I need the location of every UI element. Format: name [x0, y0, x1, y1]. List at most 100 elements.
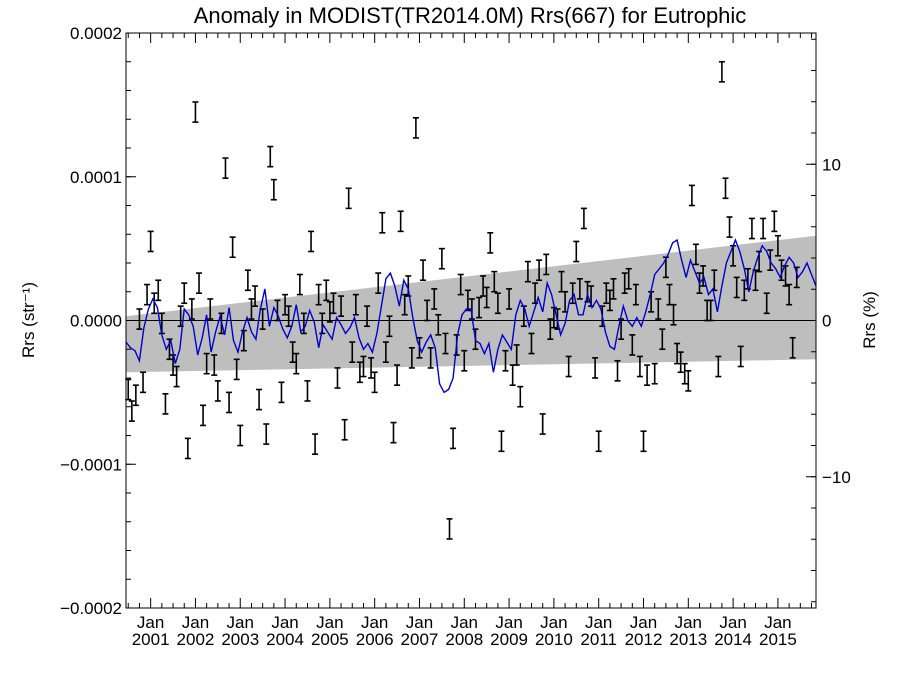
x-tick-year-label: 2004	[266, 630, 304, 649]
errorbar-point	[401, 293, 408, 316]
errorbar-point	[312, 433, 319, 455]
errorbar-point	[659, 328, 666, 351]
errorbar-point	[155, 279, 162, 302]
confidence-band-layer	[126, 235, 816, 373]
errorbar-point	[375, 272, 382, 294]
errorbar-point	[681, 362, 688, 385]
errorbar-point	[677, 351, 684, 374]
errorbar-point	[476, 296, 483, 319]
x-tick-year-label: 2005	[311, 630, 349, 649]
errorbar-point	[229, 236, 236, 259]
x-tick-month-label: Jan	[719, 613, 746, 632]
errorbar-point	[786, 283, 793, 306]
errorbar-point	[397, 210, 404, 233]
errorbar-point	[379, 211, 386, 234]
errorbar-point	[308, 230, 315, 253]
errorbar-point	[412, 117, 419, 139]
errorbar-point	[632, 283, 639, 306]
errorbar-point	[782, 265, 789, 287]
errorbar-point	[480, 275, 487, 297]
chart-title: Anomaly in MODIST(TR2014.0M) Rrs(667) fo…	[194, 3, 747, 28]
errorbar-point	[334, 367, 341, 389]
errorbar-point	[509, 364, 516, 386]
y-axis-label-left: Rrs (str⁻¹)	[19, 282, 38, 358]
errorbar-point	[536, 259, 543, 282]
x-tick-year-label: 2012	[625, 630, 663, 649]
errorbar-point	[203, 352, 210, 375]
x-tick-month-label: Jan	[361, 613, 388, 632]
y-axis-right: 10 0 −10	[806, 38, 851, 603]
y-right-tick-label: 0	[822, 312, 831, 331]
errorbar-point	[200, 404, 207, 427]
errorbar-point	[252, 285, 259, 307]
errorbar-point	[181, 282, 188, 305]
errorbar-point	[592, 357, 599, 379]
errorbar-point	[237, 424, 244, 447]
x-tick-month-label: Jan	[630, 613, 657, 632]
x-tick-year-label: 2011	[580, 630, 617, 649]
errorbar-point	[162, 393, 169, 415]
x-tick-year-label: 2014	[714, 630, 752, 649]
errorbar-point	[573, 240, 580, 263]
x-tick-month-label: Jan	[316, 613, 343, 632]
errorbar-point	[382, 341, 389, 363]
errorbar-point	[293, 352, 300, 375]
errorbar-point	[196, 272, 203, 294]
errorbar-point	[360, 355, 367, 378]
errorbar-point	[595, 430, 602, 453]
x-tick-month-label: Jan	[182, 613, 209, 632]
errorbar-point	[270, 178, 277, 201]
errorbar-point	[371, 371, 378, 394]
errorbar-layer	[125, 60, 800, 540]
errorbar-point	[364, 305, 371, 328]
x-tick-month-label: Jan	[675, 613, 702, 632]
errorbar-point	[420, 259, 427, 282]
x-tick-month-label: Jan	[764, 613, 791, 632]
errorbar-point	[173, 365, 180, 388]
x-tick-year-label: 2006	[356, 630, 394, 649]
errorbar-point	[424, 299, 431, 322]
errorbar-point	[483, 286, 490, 309]
x-tick-month-label: Jan	[585, 613, 612, 632]
y-tick-label: −0.0001	[60, 455, 122, 474]
errorbar-point	[461, 349, 468, 372]
errorbar-point	[394, 364, 401, 386]
x-tick-month-label: Jan	[406, 613, 433, 632]
errorbar-point	[450, 427, 457, 450]
errorbar-point	[128, 400, 135, 422]
errorbar-point	[438, 247, 445, 270]
x-tick-month-label: Jan	[495, 613, 522, 632]
errorbar-point	[356, 361, 363, 384]
errorbar-point	[580, 207, 587, 230]
errorbar-point	[326, 301, 333, 323]
x-tick-month-label: Jan	[540, 613, 567, 632]
errorbar-point	[718, 60, 725, 83]
errorbar-point	[763, 292, 770, 315]
errorbar-point	[737, 345, 744, 368]
errorbar-point	[263, 423, 270, 445]
y-tick-label: −0.0002	[60, 599, 122, 618]
x-tick-year-label: 2015	[759, 630, 797, 649]
errorbar-point	[715, 355, 722, 378]
x-tick-year-label: 2013	[669, 630, 707, 649]
errorbar-point	[408, 347, 415, 369]
errorbar-point	[151, 292, 158, 315]
errorbar-point	[685, 370, 692, 392]
errorbar-point	[774, 234, 781, 257]
errorbar-point	[278, 381, 285, 404]
errorbar-point	[330, 292, 337, 315]
errorbar-point	[341, 418, 348, 441]
running-mean-line	[125, 238, 817, 394]
errorbar-point	[300, 312, 307, 335]
errorbar-point	[644, 364, 651, 386]
errorbar-point	[506, 288, 513, 310]
x-tick-year-label: 2002	[177, 630, 215, 649]
errorbar-point	[651, 362, 658, 385]
x-tick-month-label: Jan	[451, 613, 478, 632]
errorbar-point	[610, 278, 617, 300]
x-tick-year-label: 2010	[535, 630, 573, 649]
errorbar-point	[390, 421, 397, 444]
errorbar-point	[386, 315, 393, 338]
errorbar-point	[132, 384, 139, 407]
errorbar-point	[427, 347, 434, 369]
